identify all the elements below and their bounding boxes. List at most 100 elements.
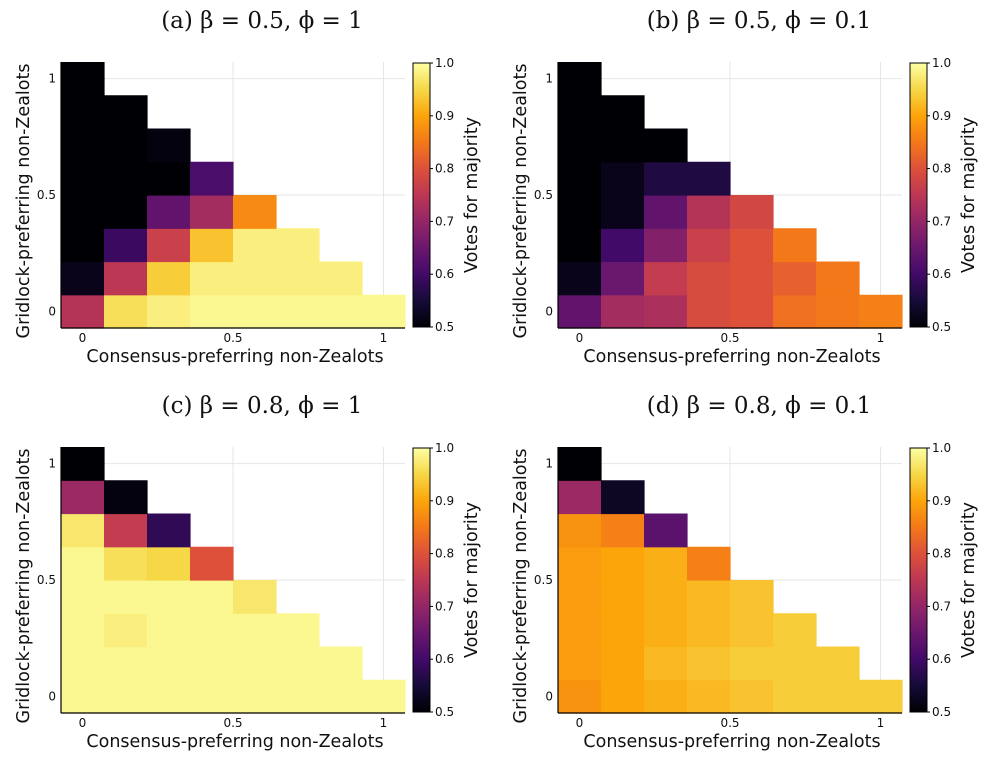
heatmap-cell: [61, 546, 105, 581]
heatmap-cell: [601, 480, 645, 515]
x-tick-label: 0: [576, 716, 584, 730]
colorbar-tick-label: 0.9: [932, 109, 951, 123]
colorbar: [909, 62, 928, 328]
x-tick-label: 1: [380, 716, 388, 730]
heatmap-cell: [558, 447, 602, 481]
heatmap-cell: [644, 261, 688, 296]
colorbar-tick-label: 0.9: [435, 494, 454, 508]
heatmap-cell: [104, 128, 148, 163]
heatmap-cell: [687, 679, 731, 714]
x-tick-label: 0.5: [720, 331, 739, 345]
heatmap-cell: [190, 613, 234, 648]
heatmap-cell: [147, 513, 191, 548]
heatmap-chart: (b) β = 0.5, ϕ = 0.1 0 0.5 1 0 0.5 1 Consensus-…: [511, 8, 979, 367]
heatmap-cell: [687, 228, 731, 263]
heatmap-cell: [558, 128, 602, 163]
heatmap-cell: [644, 546, 688, 581]
y-tick-label: 1: [48, 457, 56, 471]
heatmap-cell: [687, 294, 731, 329]
heatmap-cell: [773, 294, 817, 329]
panel-d: (d) β = 0.8, ϕ = 0.1 0 0.5 1 0 0.5 1 Consensus-…: [497, 385, 987, 763]
heatmap-cell: [558, 228, 602, 263]
heatmap-chart: (d) β = 0.8, ϕ = 0.1 0 0.5 1 0 0.5 1 Consensus-…: [511, 393, 979, 752]
heatmap-cell: [104, 679, 148, 714]
heatmap-cell: [558, 613, 602, 648]
heatmap-cell: [644, 580, 688, 614]
heatmap-cell: [276, 613, 320, 648]
heatmap-cell: [773, 646, 817, 681]
heatmap-cell: [61, 161, 105, 196]
heatmap-cell: [147, 228, 191, 263]
x-axis-label: Consensus-preferring non-Zealots: [583, 347, 880, 367]
colorbar-tick-label: 0.6: [932, 652, 951, 666]
heatmap-cell: [233, 580, 277, 614]
x-tick-label: 1: [380, 331, 388, 345]
heatmap-cell: [147, 128, 191, 163]
y-tick-label: 1: [545, 457, 553, 471]
heatmap-cell: [190, 161, 234, 196]
heatmap-cell: [730, 195, 774, 229]
heatmap-cell: [558, 195, 602, 229]
y-tick-label: 0: [48, 304, 56, 318]
heatmap-cell: [319, 679, 363, 714]
heatmap-cell: [362, 294, 406, 329]
heatmap-cell: [147, 261, 191, 296]
heatmap-cell: [61, 447, 105, 481]
colorbar-tick-label: 0.7: [435, 599, 454, 613]
heatmap-cell: [601, 294, 645, 329]
colorbar-tick-label: 0.6: [932, 267, 951, 281]
heatmap-cell: [558, 62, 602, 96]
x-tick-label: 0: [79, 331, 87, 345]
heatmap-chart: (c) β = 0.8, ϕ = 1 0 0.5 1 0 0.5 1 Consensus-pr…: [14, 393, 482, 752]
colorbar-label: Votes for majority: [959, 117, 979, 273]
x-tick-label: 0.5: [223, 331, 242, 345]
x-tick-label: 1: [877, 331, 885, 345]
heatmap-cell: [601, 128, 645, 163]
heatmap-cell: [558, 480, 602, 515]
y-tick-label: 1: [545, 72, 553, 86]
heatmap-cell: [644, 294, 688, 329]
colorbar: [412, 62, 431, 328]
colorbar-tick-label: 0.8: [435, 547, 454, 561]
heatmap-cell: [233, 613, 277, 648]
heatmap-cell: [816, 679, 860, 714]
heatmap-cell: [147, 580, 191, 614]
x-tick-label: 0: [576, 331, 584, 345]
heatmap-cell: [644, 228, 688, 263]
heatmap-cell: [104, 195, 148, 229]
y-tick-label: 0: [48, 689, 56, 703]
colorbar-tick-label: 0.5: [932, 705, 951, 719]
heatmap-cell: [147, 646, 191, 681]
heatmap-cell: [816, 294, 860, 329]
colorbar: [412, 447, 431, 713]
y-tick-label: 1: [48, 72, 56, 86]
heatmap-cell: [104, 546, 148, 581]
heatmap-cell: [601, 580, 645, 614]
heatmap-cell: [601, 613, 645, 648]
panel-title: (c) β = 0.8, ϕ = 1: [162, 393, 363, 419]
heatmap-cell: [601, 228, 645, 263]
x-axis-label: Consensus-preferring non-Zealots: [86, 347, 383, 367]
heatmap-cell: [601, 646, 645, 681]
y-tick-label: 0: [545, 304, 553, 318]
y-tick-label: 0.5: [534, 188, 553, 202]
heatmap-cell: [558, 294, 602, 329]
heatmap-cell: [61, 480, 105, 515]
heatmap-cell: [147, 195, 191, 229]
heatmap-cell: [644, 195, 688, 229]
colorbar-tick-label: 0.6: [435, 267, 454, 281]
colorbar-tick-label: 0.7: [932, 214, 951, 228]
heatmap-cell: [190, 580, 234, 614]
colorbar-tick-label: 0.9: [932, 494, 951, 508]
heatmap-cell: [859, 679, 903, 714]
colorbar: [909, 447, 928, 713]
colorbar-label: Votes for majority: [959, 502, 979, 658]
heatmap-cell: [859, 294, 903, 329]
heatmap-cell: [773, 261, 817, 296]
heatmap-cell: [558, 646, 602, 681]
heatmap-cell: [558, 513, 602, 548]
heatmap-cell: [61, 513, 105, 548]
heatmap-cell: [147, 546, 191, 581]
heatmap-cell: [233, 195, 277, 229]
heatmap-cell: [104, 228, 148, 263]
